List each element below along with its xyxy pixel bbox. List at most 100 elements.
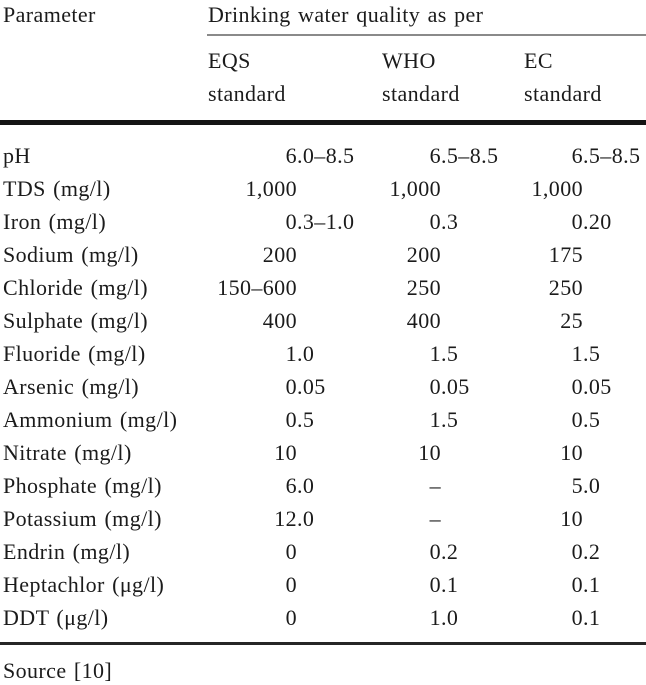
table-header-row-1: Parameter Drinking water quality as per (0, 0, 646, 36)
parameter-cell: TDS (mg/l) (3, 176, 111, 201)
table-row: DDT (μg/l) 0 1.0 0.1 (0, 601, 646, 634)
value-int-part: 1,000 (245, 176, 297, 201)
value-cell-eqs: 6.0–8.5 (207, 139, 381, 172)
value-int-part: 400 (406, 308, 441, 333)
value-int-part: 200 (406, 242, 441, 267)
value-cell-who: 1.5 (381, 403, 523, 436)
value-cell-eqs: 150–600 (207, 271, 381, 304)
value-frac-part: .1 (583, 572, 601, 597)
value-int-part: 10 (418, 440, 441, 465)
column-header-eqs-line1: EQS (208, 48, 251, 73)
value-int-part: 400 (262, 308, 297, 333)
value-frac-part: .5 (297, 407, 315, 432)
value-cell-who: 0.05 (381, 370, 523, 403)
value-frac-part: .1 (583, 605, 601, 630)
value-int-part: 200 (262, 242, 297, 267)
value-cell-ec: 5.0 (523, 469, 646, 502)
value-frac-part: .5 (583, 341, 601, 366)
value-frac-part: .20 (583, 209, 612, 234)
value-cell-who: – (381, 469, 523, 502)
value-int-part: 10 (560, 506, 583, 531)
value-int-part: 0 (571, 374, 583, 399)
value-cell-ec: 10 (523, 502, 646, 535)
value-int-part: 0 (429, 209, 441, 234)
value-frac-part: .5–8.5 (441, 143, 499, 168)
table-row: Endrin (mg/l) 0 0.2 0.2 (0, 535, 646, 568)
value-cell-who: 6.5–8.5 (381, 139, 523, 172)
value-cell-ec: 1.5 (523, 337, 646, 370)
value-int-part: 0 (285, 407, 297, 432)
value-cell-ec: 0.1 (523, 568, 646, 601)
value-cell-ec: 0.20 (523, 205, 646, 238)
value-cell-eqs: 10 (207, 436, 381, 469)
parameter-cell: Potassium (mg/l) (3, 506, 162, 531)
value-cell-ec: 0.05 (523, 370, 646, 403)
table-row: Potassium (mg/l) 12.0 – 10 (0, 502, 646, 535)
table-row: Ammonium (mg/l) 0.5 1.5 0.5 (0, 403, 646, 436)
table-row: Chloride (mg/l) 150–600 250 250 (0, 271, 646, 304)
table-row: Phosphate (mg/l) 6.0–5.0 (0, 469, 646, 502)
value-cell-ec: 0.5 (523, 403, 646, 436)
value-cell-ec: 0.1 (523, 601, 646, 634)
value-int-part: 25 (560, 308, 583, 333)
value-int-part: 0 (285, 605, 297, 630)
parameter-cell: Iron (mg/l) (3, 209, 107, 234)
value-frac-part: .05 (297, 374, 326, 399)
value-int-part: 250 (406, 275, 441, 300)
value-frac-part: .5 (441, 407, 459, 432)
value-int-part: 0 (285, 572, 297, 597)
parameter-cell: Ammonium (mg/l) (3, 407, 178, 432)
value-int-part: 1 (429, 407, 441, 432)
value-int-part: 6 (285, 473, 297, 498)
value-cell-eqs: 1,000 (207, 172, 381, 205)
table-row: Sulphate (mg/l) 400 400 25 (0, 304, 646, 337)
table-row: Nitrate (mg/l) 10 10 10 (0, 436, 646, 469)
value-int-part: 0 (571, 572, 583, 597)
value-cell-ec: 10 (523, 436, 646, 469)
value-cell-eqs: 0 (207, 568, 381, 601)
value-int-part: 0 (429, 572, 441, 597)
value-cell-who: 200 (381, 238, 523, 271)
value-frac-part: .2 (583, 539, 601, 564)
table-row: Iron (mg/l) 0.3–1.0 0.3 0.20 (0, 205, 646, 238)
value-int-part: 0 (285, 374, 297, 399)
value-frac-part: .3 (441, 209, 459, 234)
value-frac-part: .05 (441, 374, 470, 399)
value-int-part: 1 (429, 605, 441, 630)
value-frac-part: .3–1.0 (297, 209, 355, 234)
value-cell-eqs: 0 (207, 601, 381, 634)
value-cell-who: 250 (381, 271, 523, 304)
table-header-row-2: EQS standard WHO standard EC standard (0, 44, 646, 110)
value-int-part: 1 (571, 341, 583, 366)
value-cell-who: 0.3 (381, 205, 523, 238)
value-frac-part: .0 (583, 473, 601, 498)
column-header-who-line1: WHO (382, 48, 436, 73)
value-int-part: 175 (548, 242, 583, 267)
table-row: Arsenic (mg/l) 0.05 0.05 0.05 (0, 370, 646, 403)
value-int-part: 5 (571, 473, 583, 498)
column-header-who: WHO standard (381, 44, 523, 110)
value-cell-eqs: 0.05 (207, 370, 381, 403)
value-cell-who: 1.0 (381, 601, 523, 634)
table-row: Heptachlor (μg/l) 0 0.1 0.1 (0, 568, 646, 601)
value-int-part: 0 (285, 209, 297, 234)
parameter-cell: Sulphate (mg/l) (3, 308, 148, 333)
value-cell-eqs: 400 (207, 304, 381, 337)
parameter-cell: Endrin (mg/l) (3, 539, 131, 564)
value-cell-who: 1.5 (381, 337, 523, 370)
value-int-part: 0 (571, 407, 583, 432)
column-header-ec-line2: standard (524, 81, 602, 106)
parameter-cell: Nitrate (mg/l) (3, 440, 132, 465)
value-int-part: – (429, 473, 441, 498)
value-frac-part: .0 (297, 506, 315, 531)
parameter-cell: DDT (μg/l) (3, 605, 109, 630)
parameter-cell: Heptachlor (μg/l) (3, 572, 165, 597)
group-header: Drinking water quality as per (207, 0, 646, 36)
value-int-part: 1 (285, 341, 297, 366)
value-frac-part: .2 (441, 539, 459, 564)
value-cell-who: 1,000 (381, 172, 523, 205)
value-int-part: 1,000 (389, 176, 441, 201)
value-frac-part: .1 (441, 572, 459, 597)
value-int-part: 0 (571, 605, 583, 630)
value-int-part: 12 (274, 506, 297, 531)
